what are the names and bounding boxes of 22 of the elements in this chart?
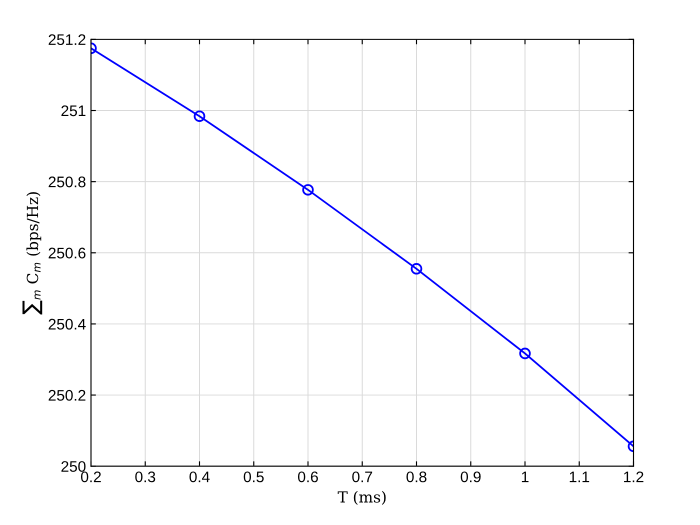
x-tick-label: 0.7 xyxy=(352,471,372,482)
y-tick-label: 250.6 xyxy=(48,248,86,258)
y-tick-label: 250.2 xyxy=(48,390,86,401)
y-tick-label: 250.8 xyxy=(48,176,86,188)
x-axis-title: T (ms) xyxy=(338,490,386,505)
x-tick-label: 0.4 xyxy=(189,471,210,482)
y-tick-label: 250 xyxy=(61,461,86,472)
x-tick-label: 1.1 xyxy=(570,472,590,482)
x-tick-label: 0.6 xyxy=(298,471,318,482)
y-tick-label: 251.2 xyxy=(48,34,86,46)
point xyxy=(410,263,422,275)
x-tick-label: 1.2 xyxy=(624,471,644,482)
y-axis-title: ∑$_{m}$ C$_{m}$ (bps/Hz) xyxy=(22,192,42,314)
y-tick-label: 251 xyxy=(61,105,86,116)
x-tick-label: 0.8 xyxy=(406,471,426,482)
point xyxy=(302,184,314,196)
x-tick-label: 0.5 xyxy=(244,471,264,482)
x-tick-label: 1 xyxy=(522,472,529,482)
y-tick-label: 250.4 xyxy=(48,318,86,330)
x-tick-label: 0.9 xyxy=(460,471,481,482)
x-tick-label: 0.2 xyxy=(80,471,101,482)
x-tick-label: 0.3 xyxy=(135,471,156,482)
